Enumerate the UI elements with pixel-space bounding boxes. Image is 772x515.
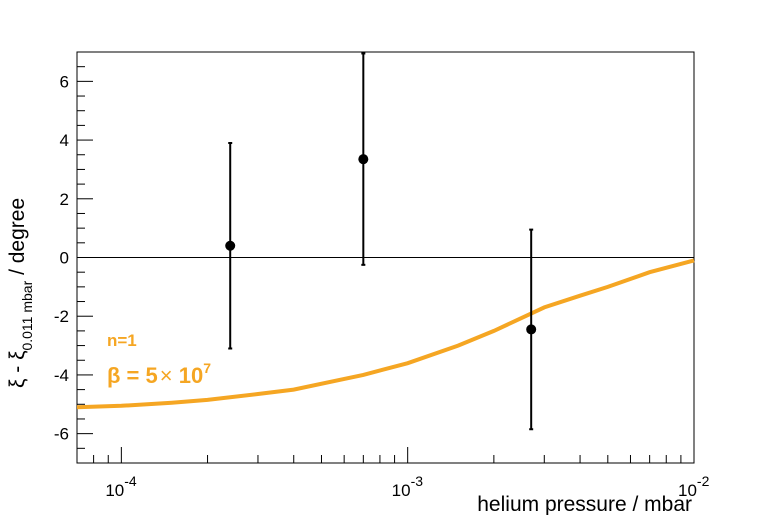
data-point-marker [225, 240, 236, 251]
x-tick-base: 10 [678, 481, 697, 500]
x-tick-base: 10 [392, 481, 411, 500]
beta-prefix: β = 5 [107, 363, 158, 388]
x-tick-base: 10 [105, 481, 124, 500]
beta-times: × [160, 363, 173, 388]
x-tick-label: 10-4 [105, 473, 137, 500]
beta-base: 10 [173, 363, 204, 388]
x-tick-exponent: -2 [697, 473, 710, 489]
y-tick-label: -6 [54, 425, 69, 444]
y-major-ticks [77, 80, 93, 435]
y-tick-label: 0 [60, 249, 69, 268]
annotation-beta: β = 5× 107 [107, 360, 211, 388]
y-tick-label: -2 [54, 307, 69, 326]
x-tick-label: 10-3 [392, 473, 424, 500]
x-tick-label: 10-2 [678, 473, 710, 500]
y-minor-ticks [77, 51, 85, 464]
y-tick-label: 2 [60, 190, 69, 209]
y-tick-label: 6 [60, 72, 69, 91]
model-curve [76, 258, 695, 410]
data-point-marker [526, 324, 537, 335]
beta-exp: 7 [203, 360, 211, 376]
y-tick-label: -4 [54, 366, 69, 385]
data-point-group [358, 52, 369, 266]
y-label-main: ξ - ξ [6, 351, 29, 388]
data-point-marker [358, 154, 369, 165]
data-points [225, 52, 537, 431]
x-axis-label: helium pressure / mbar [477, 493, 692, 515]
y-axis-label: ξ - ξ0.011 mbar / degree [6, 198, 35, 388]
x-tick-exponent: -3 [411, 473, 424, 489]
annotation-n: n=1 [107, 331, 137, 350]
x-major-ticks [120, 447, 695, 463]
data-point-group [526, 228, 537, 431]
y-label-tail: / degree [6, 198, 29, 281]
x-tick-labels: 10-4 10-3 10-2 [105, 473, 709, 500]
x-minor-ticks [76, 455, 682, 463]
x-tick-exponent: -4 [124, 473, 137, 489]
y-tick-label: 4 [60, 131, 69, 150]
y-tick-labels: 6 4 2 0 -2 -4 -6 [54, 72, 69, 443]
y-label-sub: 0.011 mbar [19, 280, 35, 350]
data-point-group [225, 142, 236, 350]
